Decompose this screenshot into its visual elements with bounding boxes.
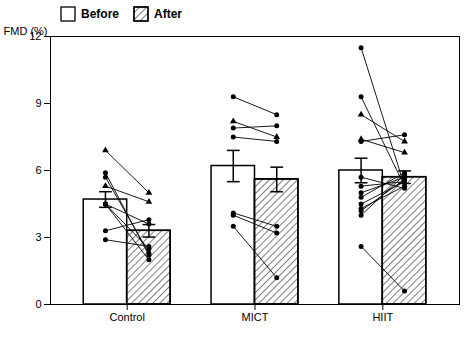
html-text:After: After <box>154 7 182 21</box>
html-text:Before: Before <box>81 7 119 21</box>
svg-text:Control: Control <box>109 311 144 323</box>
svg-text:HIIT: HIIT <box>372 311 393 323</box>
svg-text:3: 3 <box>35 231 41 243</box>
svg-text:0: 0 <box>35 298 41 310</box>
svg-text:6: 6 <box>35 164 41 176</box>
svg-text:9: 9 <box>35 97 41 109</box>
svg-text:FMD (%): FMD (%) <box>4 25 48 37</box>
svg-text:MICT: MICT <box>242 311 269 323</box>
